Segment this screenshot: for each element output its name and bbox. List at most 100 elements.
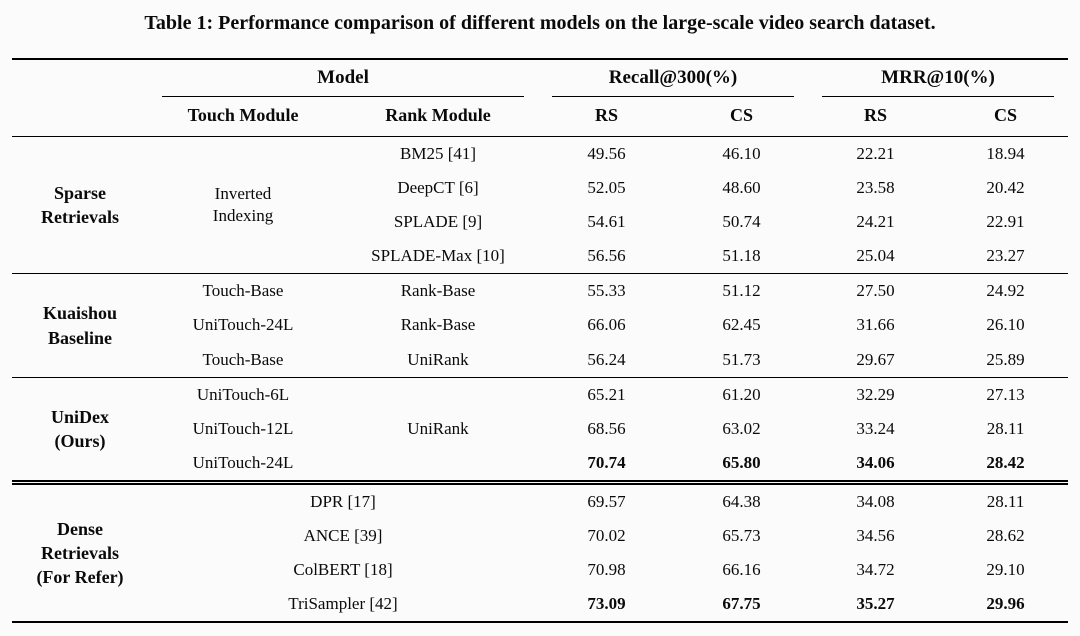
metric-value-cell: 24.21 [856, 212, 895, 232]
header-touch-module: Touch Module [148, 97, 338, 137]
metric-value-cell: 31.66 [856, 315, 895, 335]
metric-value-cell: 70.02 [587, 526, 626, 546]
header-recall-label: Recall@300(%) [552, 67, 795, 97]
group-label-cell: Kuaishou Baseline [12, 273, 148, 378]
metric-value-cell: 61.20 [675, 376, 809, 412]
table-body: Sparse Retrievals Inverted Indexing BM25… [12, 137, 1069, 623]
metric-value-cell: 66.06 [587, 315, 626, 335]
touch-module-cell: UniTouch-24L [192, 315, 294, 335]
metric-value-cell: 29.10 [986, 560, 1025, 580]
metric-value-cell: 46.10 [722, 144, 761, 163]
metric-value-cell: 68.56 [587, 418, 626, 438]
metric-value-cell: 54.61 [587, 212, 626, 232]
table-caption: Table 1: Performance comparison of diffe… [144, 12, 936, 34]
table-row: Dense Retrievals (For Refer) DPR [17] 69… [12, 479, 1069, 623]
rank-module-cell: SPLADE-Max [10] [371, 246, 505, 266]
metric-value-cell: 65.80 [722, 452, 761, 472]
metric-value-cell: 65.21 [538, 376, 675, 412]
metric-value-cell: 51.18 [722, 246, 761, 266]
header-recall: Recall@300(%) [538, 59, 808, 97]
metric-value-cell: 55.33 [538, 273, 675, 309]
group-label-cell: Sparse Retrievals [41, 182, 119, 228]
metric-value-cell: 69.57 [538, 479, 675, 520]
table-row: Touch-Base UniRank 56.24 51.73 29.67 25.… [12, 343, 1068, 378]
header-mrr-cs: CS [943, 97, 1069, 137]
table-row: SPLADE-Max [10] 56.56 51.18 25.04 23.27 [12, 239, 1068, 274]
metric-value-cell: 32.29 [808, 376, 944, 412]
table-row: Model Recall@300(%) MRR@10(%) [12, 59, 1068, 137]
metric-value-cell: 48.60 [722, 178, 761, 198]
group-label-cell: Dense Retrievals (For Refer) [12, 479, 148, 623]
metric-value-cell: 56.56 [587, 246, 626, 266]
metric-value-cell: 22.21 [856, 144, 895, 163]
metric-value-cell: 64.38 [675, 479, 809, 520]
metric-value-cell: 27.13 [943, 376, 1069, 412]
metric-value-cell: 20.42 [986, 178, 1025, 198]
metric-value-cell: 29.67 [856, 349, 895, 369]
metric-value-cell: 28.42 [986, 452, 1025, 472]
header-recall-rs: RS [538, 97, 675, 137]
metric-value-cell: 24.92 [943, 273, 1069, 309]
header-model-label: Model [162, 67, 524, 97]
metric-value-cell: 65.73 [722, 526, 761, 546]
metric-value-cell: 67.75 [722, 594, 761, 614]
metric-value-cell: 26.10 [986, 315, 1025, 335]
metric-value-cell: 66.16 [722, 560, 761, 580]
metric-value-cell: 34.08 [808, 479, 944, 520]
metric-value-cell: 35.27 [856, 594, 895, 614]
model-cell: ANCE [39] [303, 526, 383, 546]
metric-value-cell: 73.09 [587, 594, 626, 614]
header-corner-cell [12, 59, 148, 137]
touch-module-cell: Touch-Base [148, 273, 338, 309]
metric-value-cell: 56.24 [587, 349, 626, 369]
header-rank-module: Rank Module [338, 97, 538, 137]
metric-value-cell: 29.96 [986, 594, 1025, 614]
metric-value-cell: 23.27 [986, 246, 1025, 266]
table-header: Model Recall@300(%) MRR@10(%) Touch Modu… [12, 59, 1069, 137]
metric-value-cell: 51.73 [722, 349, 761, 369]
metric-value-cell: 22.91 [986, 212, 1025, 232]
metric-value-cell: 50.74 [722, 212, 761, 232]
header-mrr: MRR@10(%) [808, 59, 1068, 97]
rank-module-cell: SPLADE [9] [393, 212, 483, 232]
table-row: UniTouch-24L 70.74 65.80 34.06 28.42 [12, 446, 1068, 483]
touch-module-cell: UniTouch-24L [192, 452, 294, 472]
results-table: Model Recall@300(%) MRR@10(%) Touch Modu… [12, 58, 1069, 624]
rank-module-cell: Rank-Base [400, 315, 476, 335]
metric-value-cell: 18.94 [986, 144, 1025, 163]
table-row: UniTouch-12L 68.56 63.02 33.24 28.11 [12, 412, 1068, 446]
metric-value-cell: 28.62 [986, 526, 1025, 546]
model-cell: ColBERT [18] [293, 560, 393, 580]
table-row: UniTouch-24L Rank-Base 66.06 62.45 31.66… [12, 308, 1068, 342]
metric-value-cell: 27.50 [808, 273, 944, 309]
table-row: ColBERT [18] 70.98 66.16 34.72 29.10 [12, 553, 1068, 587]
metric-value-cell: 25.89 [986, 349, 1025, 369]
metric-value-cell: 28.11 [986, 418, 1025, 438]
header-mrr-label: MRR@10(%) [822, 67, 1055, 97]
metric-value-cell: 34.72 [856, 560, 895, 580]
header-mrr-rs: RS [808, 97, 944, 137]
table-row: DeepCT [6] 52.05 48.60 23.58 20.42 [12, 171, 1068, 205]
model-cell: TriSampler [42] [288, 594, 398, 614]
header-model: Model [148, 59, 538, 97]
rank-module-cell: BM25 [41] [399, 144, 477, 163]
metric-value-cell: 70.74 [587, 452, 626, 472]
metric-value-cell: 51.12 [675, 273, 809, 309]
table-row: Touch Module Rank Module RS CS RS CS [12, 97, 1069, 137]
table-row: TriSampler [42] 73.09 67.75 35.27 29.96 [12, 587, 1068, 622]
touch-module-cell: UniTouch-12L [192, 418, 294, 438]
metric-value-cell: 52.05 [587, 178, 626, 198]
rank-module-cell: UniRank [338, 376, 538, 483]
header-recall-cs: CS [675, 97, 809, 137]
metric-value-cell: 63.02 [722, 418, 761, 438]
metric-value-cell: 34.06 [856, 452, 895, 472]
table-row: ANCE [39] 70.02 65.73 34.56 28.62 [12, 519, 1068, 553]
metric-value-cell: 34.56 [856, 526, 895, 546]
table-row: UniDex (Ours) UniTouch-6L UniRank 65.21 … [12, 376, 1069, 483]
metric-value-cell: 28.11 [943, 479, 1069, 520]
group-label-cell: UniDex (Ours) [12, 376, 148, 483]
table-row: SPLADE [9] 54.61 50.74 24.21 22.91 [12, 205, 1068, 239]
touch-module-cell: Touch-Base [202, 349, 284, 369]
metric-value-cell: 33.24 [856, 418, 895, 438]
metric-value-cell: 62.45 [722, 315, 761, 335]
